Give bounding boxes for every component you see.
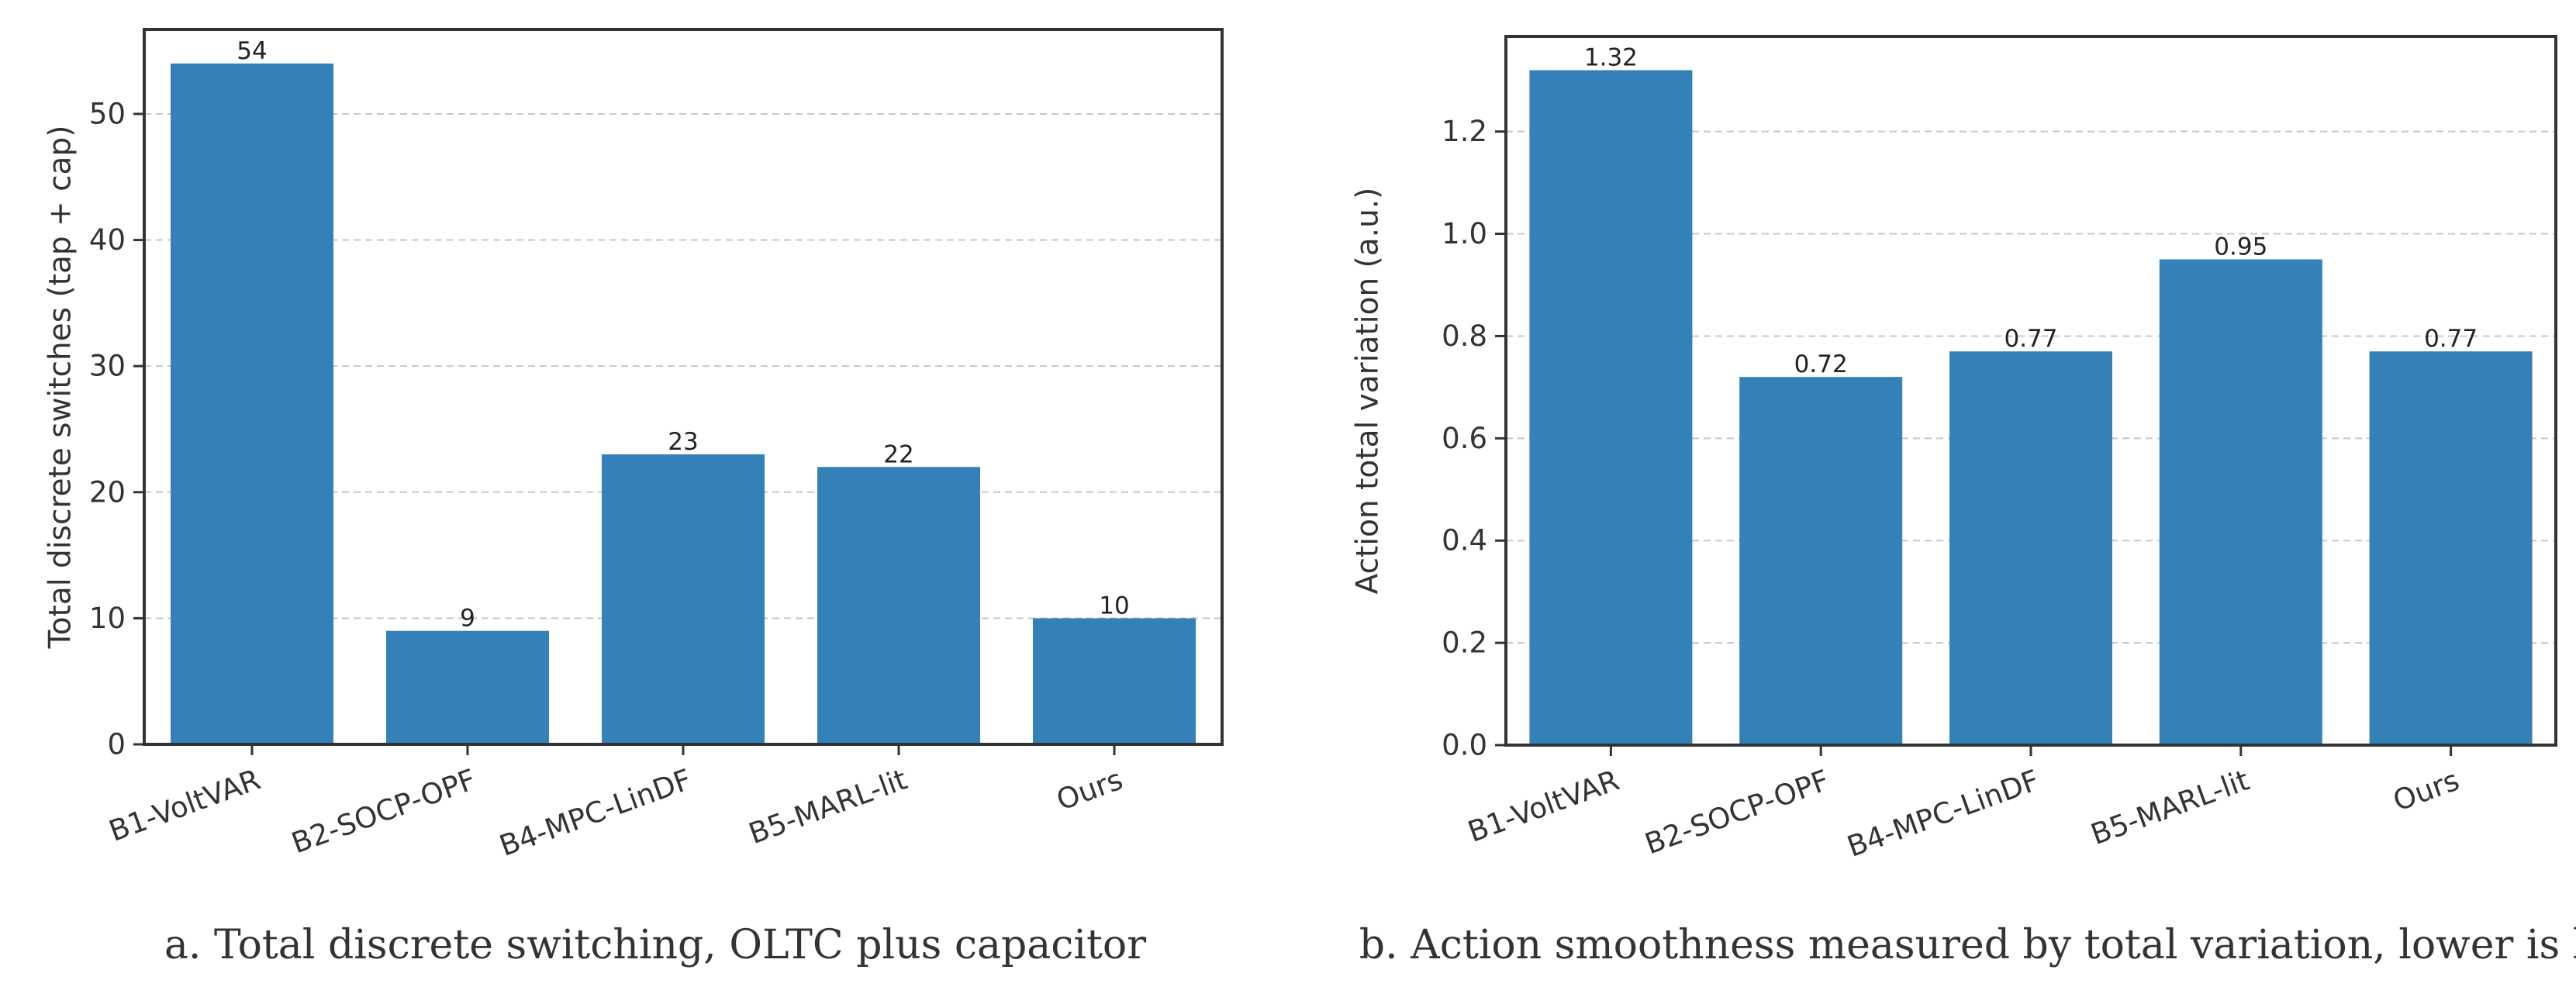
bar-ours <box>2369 351 2533 745</box>
y-tick-label: 10 <box>89 602 126 635</box>
data-label: 23 <box>668 428 698 456</box>
y-tick-label: 0.2 <box>1442 626 1487 660</box>
x-tick-label: Ours <box>1052 763 1127 817</box>
x-tick-label: B5-MARL-lit <box>2087 764 2253 851</box>
y-axis-label: Total discrete switches (tap + cap) <box>43 126 78 650</box>
plot-frame <box>143 28 1224 746</box>
y-tick-label: 0.4 <box>1442 524 1487 557</box>
y-tick-label: 30 <box>89 350 126 383</box>
y-tick-label: 0.6 <box>1442 422 1487 455</box>
bar-b5-marl-lit <box>817 467 980 744</box>
plot-frame <box>1504 35 2557 747</box>
caption: a. Total discrete switching, OLTC plus c… <box>164 922 1146 968</box>
data-label: 0.72 <box>1794 350 1848 378</box>
data-label: 10 <box>1099 592 1129 620</box>
x-tick-label: Ours <box>2388 764 2464 818</box>
data-label: 1.32 <box>1584 44 1638 72</box>
x-tick-label: B2-SOCP-OPF <box>1641 764 1834 861</box>
chart-a-switching: 54 B1-VoltVAR 9 B2-SOCP-OPF 23 B4-MPC-LinDF 22… <box>43 28 1224 968</box>
x-tick-label: B2-SOCP-OPF <box>287 763 480 861</box>
bar-b1-voltvar <box>1529 70 1693 746</box>
bar-b5-marl-lit <box>2159 259 2322 745</box>
bar-ours <box>1033 618 1196 744</box>
x-tick-label: B1-VoltVAR <box>1463 764 1623 849</box>
y-tick-label: 40 <box>89 223 126 257</box>
bar-b4-mpc-lindf <box>602 454 765 744</box>
chart-b-smoothness: 1.32 B1-VoltVAR 0.72 B2-SOCP-OPF 0.77 B4-MPC-… <box>1351 35 2576 968</box>
y-tick-label: 1.0 <box>1442 217 1487 250</box>
bar-b2-socp-opf <box>1739 377 1903 745</box>
y-tick-label: 1.2 <box>1442 115 1487 148</box>
x-tick-label: B1-VoltVAR <box>105 763 264 848</box>
data-label: 22 <box>883 440 913 468</box>
bar-b1-voltvar <box>171 63 333 744</box>
y-tick-label: 0.0 <box>1442 729 1487 762</box>
y-tick-label: 50 <box>89 97 126 130</box>
bar-b2-socp-opf <box>386 630 549 744</box>
x-tick-label: B5-MARL-lit <box>744 763 911 851</box>
data-label: 0.95 <box>2214 233 2267 261</box>
data-label: 0.77 <box>2004 325 2057 353</box>
bar-b4-mpc-lindf <box>1949 351 2112 745</box>
data-label: 54 <box>237 37 267 65</box>
x-tick-label: B4-MPC-LinDF <box>496 763 696 863</box>
caption: b. Action smoothness measured by total v… <box>1359 922 2576 968</box>
data-label: 9 <box>460 605 475 633</box>
y-tick-label: 0.8 <box>1442 319 1487 353</box>
data-label: 0.77 <box>2424 325 2478 353</box>
y-tick-label: 0 <box>107 728 126 761</box>
x-tick-label: B4-MPC-LinDF <box>1843 764 2044 864</box>
y-axis-label: Action total variation (a.u.) <box>1351 188 1386 595</box>
y-tick-label: 20 <box>89 475 126 509</box>
